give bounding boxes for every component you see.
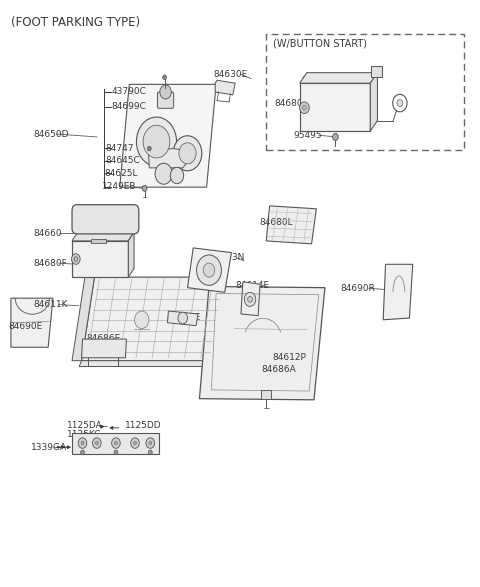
Text: 84680F: 84680F: [34, 259, 68, 268]
Polygon shape: [79, 360, 211, 366]
Circle shape: [302, 106, 306, 110]
Circle shape: [244, 292, 256, 306]
Text: (FOOT PARKING TYPE): (FOOT PARKING TYPE): [11, 16, 140, 29]
Polygon shape: [77, 225, 134, 241]
Circle shape: [93, 438, 101, 448]
Text: 84690R: 84690R: [340, 284, 375, 293]
Text: 84747: 84747: [106, 144, 134, 153]
Circle shape: [81, 441, 84, 445]
Text: 1339GA: 1339GA: [31, 443, 67, 452]
Polygon shape: [120, 85, 216, 187]
Text: (W/BUTTON START): (W/BUTTON START): [274, 38, 367, 48]
FancyBboxPatch shape: [72, 241, 128, 277]
Circle shape: [179, 143, 196, 164]
Circle shape: [147, 146, 151, 151]
Polygon shape: [300, 73, 377, 83]
Text: 1125DA: 1125DA: [67, 421, 103, 430]
Polygon shape: [11, 298, 53, 348]
Polygon shape: [82, 339, 126, 357]
Text: 84660: 84660: [34, 229, 62, 238]
Circle shape: [114, 450, 118, 455]
Text: 84630E: 84630E: [214, 70, 248, 79]
Text: 84612P: 84612P: [273, 353, 306, 362]
Polygon shape: [128, 232, 134, 277]
Text: 84611K: 84611K: [34, 300, 68, 309]
FancyBboxPatch shape: [157, 92, 174, 109]
Circle shape: [131, 438, 139, 448]
Circle shape: [136, 117, 177, 166]
Circle shape: [178, 312, 188, 324]
Text: 84686E: 84686E: [86, 334, 120, 343]
FancyBboxPatch shape: [300, 83, 370, 131]
Text: 84638E: 84638E: [166, 313, 200, 322]
Circle shape: [72, 254, 80, 264]
Polygon shape: [215, 80, 235, 95]
Text: 1249EB: 1249EB: [102, 182, 136, 191]
Polygon shape: [168, 311, 198, 326]
Text: 84625L: 84625L: [104, 168, 137, 178]
Circle shape: [74, 257, 78, 261]
Text: 84680L: 84680L: [259, 218, 293, 227]
Circle shape: [173, 136, 202, 171]
Circle shape: [163, 75, 167, 80]
Text: 84699C: 84699C: [111, 102, 146, 111]
Circle shape: [78, 438, 87, 448]
Circle shape: [133, 441, 136, 445]
Text: 1125DD: 1125DD: [124, 421, 161, 430]
FancyBboxPatch shape: [72, 205, 139, 234]
Text: 84645C: 84645C: [106, 156, 140, 166]
FancyBboxPatch shape: [371, 66, 382, 77]
Polygon shape: [266, 206, 316, 244]
Polygon shape: [261, 390, 272, 399]
Circle shape: [170, 167, 184, 184]
Polygon shape: [91, 238, 107, 243]
Text: 84613N: 84613N: [209, 254, 244, 262]
Circle shape: [155, 163, 172, 184]
Circle shape: [142, 185, 147, 191]
Circle shape: [115, 441, 117, 445]
Polygon shape: [72, 232, 134, 241]
Circle shape: [149, 441, 152, 445]
Text: 84690E: 84690E: [9, 322, 43, 331]
Circle shape: [300, 102, 309, 113]
Circle shape: [248, 296, 252, 302]
Polygon shape: [370, 73, 377, 131]
Text: 84680F: 84680F: [275, 99, 308, 108]
Circle shape: [143, 125, 170, 158]
Polygon shape: [199, 286, 325, 400]
Circle shape: [112, 438, 120, 448]
Polygon shape: [148, 149, 190, 168]
Polygon shape: [188, 248, 231, 292]
Text: 84686A: 84686A: [262, 365, 296, 374]
Text: 95495: 95495: [293, 131, 322, 140]
Circle shape: [134, 311, 149, 329]
Polygon shape: [241, 282, 260, 316]
Circle shape: [148, 450, 152, 455]
Text: 84688: 84688: [127, 443, 156, 452]
Text: 84650D: 84650D: [34, 130, 69, 139]
Circle shape: [146, 438, 155, 448]
Circle shape: [96, 441, 98, 445]
Polygon shape: [383, 264, 413, 320]
Circle shape: [397, 100, 403, 107]
Circle shape: [197, 255, 221, 285]
Polygon shape: [82, 277, 225, 360]
Polygon shape: [72, 433, 159, 454]
Circle shape: [333, 133, 338, 140]
Polygon shape: [72, 277, 95, 360]
Text: 95490D: 95490D: [301, 76, 336, 85]
Text: 84614E: 84614E: [235, 281, 269, 290]
Circle shape: [160, 85, 171, 99]
Circle shape: [81, 450, 84, 455]
Text: 43790C: 43790C: [111, 87, 146, 96]
Circle shape: [203, 263, 215, 277]
Text: 1125KC: 1125KC: [67, 430, 102, 439]
